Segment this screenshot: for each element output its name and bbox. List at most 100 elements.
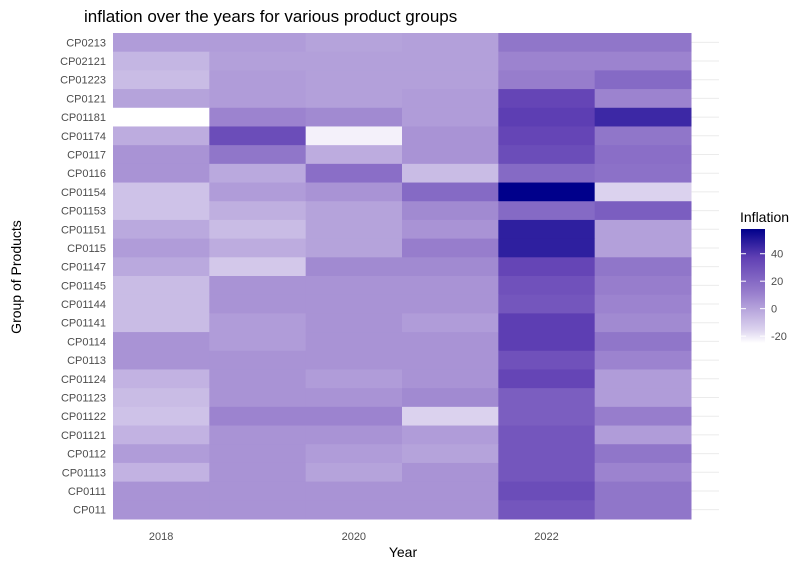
heatmap-cell bbox=[402, 313, 499, 333]
heatmap-cell bbox=[209, 388, 307, 408]
heatmap-cell bbox=[498, 388, 596, 408]
heatmap-cell bbox=[402, 444, 499, 464]
y-tick-label: CP0116 bbox=[67, 168, 106, 180]
heatmap-cell bbox=[594, 201, 692, 221]
y-tick-label: CP01141 bbox=[61, 318, 106, 330]
heatmap-cell bbox=[402, 406, 499, 427]
heatmap-cell bbox=[402, 182, 499, 202]
legend-tick-label: -20 bbox=[771, 331, 787, 343]
legend-ticks: 40 20 0 -20 bbox=[741, 249, 787, 343]
heatmap-cell bbox=[305, 238, 403, 258]
heatmap-cell bbox=[113, 425, 210, 445]
heatmap-cell bbox=[113, 257, 210, 277]
y-tick-label: CP01145 bbox=[61, 280, 106, 292]
heatmap-cell bbox=[209, 313, 307, 333]
heatmap-cell bbox=[305, 219, 403, 240]
heatmap-cell bbox=[113, 388, 210, 408]
heatmap-cell bbox=[209, 107, 307, 127]
heatmap-cell bbox=[594, 276, 692, 296]
heatmap-cell bbox=[402, 294, 499, 314]
x-tick-label: 2022 bbox=[534, 531, 558, 543]
heatmap-cell bbox=[594, 126, 692, 146]
heatmap-cell bbox=[209, 219, 307, 240]
heatmap-cell bbox=[498, 481, 596, 501]
heatmap-cell bbox=[594, 294, 692, 314]
y-tick-label: CP0112 bbox=[67, 449, 106, 461]
heatmap-cell bbox=[594, 481, 692, 501]
heatmap-cell bbox=[498, 238, 596, 258]
heatmap-cell bbox=[305, 313, 403, 333]
heatmap-cell bbox=[305, 462, 403, 483]
y-tick-label: CP01122 bbox=[61, 411, 106, 423]
heatmap-cell bbox=[498, 51, 596, 71]
heatmap-cell bbox=[305, 33, 403, 53]
heatmap-cell bbox=[594, 70, 692, 90]
heatmap-cell bbox=[402, 500, 499, 520]
heatmap-cell bbox=[209, 350, 307, 370]
heatmap-cell bbox=[209, 89, 307, 109]
heatmap-cell bbox=[498, 350, 596, 370]
heatmap-cell bbox=[498, 126, 596, 146]
y-tick-label: CP0117 bbox=[67, 150, 106, 162]
heatmap-cell bbox=[113, 163, 210, 184]
x-tick-label: 2020 bbox=[342, 531, 366, 543]
heatmap-cell bbox=[113, 70, 210, 90]
heatmap-cell bbox=[402, 126, 499, 146]
heatmap-cell bbox=[402, 332, 499, 352]
heatmap-cell bbox=[113, 332, 210, 352]
heatmap-cell bbox=[594, 350, 692, 370]
heatmap-cell bbox=[498, 219, 596, 240]
heatmap-cell bbox=[498, 425, 596, 445]
heatmap-cell bbox=[305, 369, 403, 389]
heatmap-cell bbox=[113, 369, 210, 389]
heatmap-cell bbox=[305, 388, 403, 408]
heatmap-cell bbox=[113, 126, 210, 146]
heatmap-cell bbox=[402, 276, 499, 296]
heatmap-cell bbox=[305, 107, 403, 127]
heatmap-cell bbox=[402, 425, 499, 445]
heatmap-cell bbox=[305, 500, 403, 520]
heatmap-cell bbox=[209, 51, 307, 71]
heatmap-cell bbox=[402, 369, 499, 389]
y-axis-title: Group of Products bbox=[8, 220, 24, 334]
heatmap-cell bbox=[209, 406, 307, 427]
heatmap-cell bbox=[402, 70, 499, 90]
heatmap-cell bbox=[594, 425, 692, 445]
heatmap-cell bbox=[498, 406, 596, 427]
heatmap-cell bbox=[113, 145, 210, 165]
heatmap-cell bbox=[113, 313, 210, 333]
heatmap-cell bbox=[305, 70, 403, 90]
heatmap-cell bbox=[305, 481, 403, 501]
heatmap-cell bbox=[305, 51, 403, 71]
x-tick-label: 2018 bbox=[149, 531, 173, 543]
heatmap-cell bbox=[402, 107, 499, 127]
heatmap-cell bbox=[209, 163, 307, 184]
heatmap-cell bbox=[498, 145, 596, 165]
heatmap-cell bbox=[113, 219, 210, 240]
heatmap-cell bbox=[305, 332, 403, 352]
heatmap-cell bbox=[209, 481, 307, 501]
y-tick-label: CP01174 bbox=[61, 131, 106, 143]
heatmap-cell bbox=[498, 276, 596, 296]
heatmap-cell bbox=[305, 201, 403, 221]
heatmap-cell bbox=[594, 369, 692, 389]
y-tick-label: CP01154 bbox=[61, 187, 106, 199]
heatmap-cell bbox=[305, 406, 403, 427]
heatmap-cell bbox=[113, 107, 210, 127]
heatmap-cell bbox=[594, 500, 692, 520]
heatmap-cell bbox=[209, 294, 307, 314]
heatmap-cell bbox=[498, 257, 596, 277]
heatmap-cell bbox=[498, 107, 596, 127]
heatmap-cell bbox=[402, 388, 499, 408]
heatmap-cell bbox=[113, 51, 210, 71]
heatmap-cell bbox=[209, 70, 307, 90]
heatmap-cell bbox=[113, 276, 210, 296]
y-tick-label: CP0111 bbox=[68, 486, 106, 498]
heatmap-cell bbox=[113, 406, 210, 427]
heatmap-cell bbox=[113, 462, 210, 483]
heatmap-cell bbox=[113, 182, 210, 202]
heatmap-cell bbox=[305, 126, 403, 146]
heatmap-cell bbox=[402, 145, 499, 165]
heatmap-cell bbox=[594, 238, 692, 258]
heatmap-cell bbox=[113, 481, 210, 501]
